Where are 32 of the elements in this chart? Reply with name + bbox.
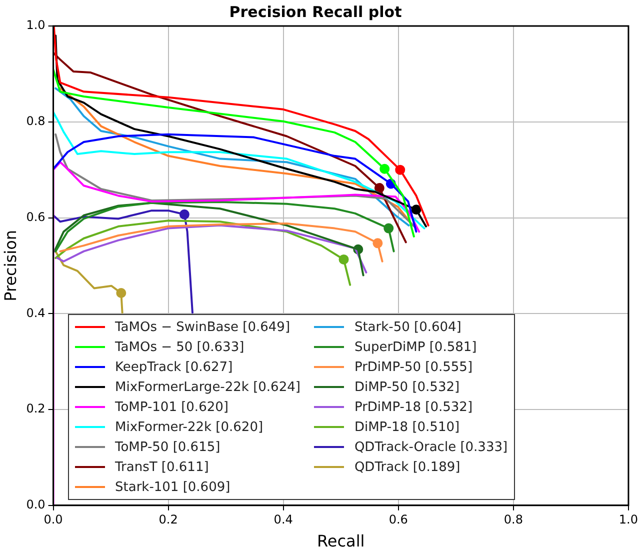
legend-label: TransT [0.611] [115, 460, 209, 474]
legend-label: Stark-101 [0.609] [115, 480, 230, 494]
x-tick-label: 0.4 [274, 512, 293, 527]
y-tick-label: 0.8 [26, 114, 46, 128]
x-axis-title: Recall [317, 532, 365, 551]
legend-label: DiMP-50 [0.532] [354, 380, 460, 394]
legend-label: Stark-50 [0.604] [354, 320, 462, 334]
x-tick-label: 0.6 [388, 512, 408, 527]
y-tick-label: 0.6 [26, 210, 46, 224]
y-axis-title: Precision [0, 230, 20, 302]
legend-label: ToMP-101 [0.620] [115, 400, 228, 414]
y-tick-label: 0.2 [26, 402, 46, 416]
legend-label: KeepTrack [0.627] [115, 360, 233, 374]
chart-title: Precision Recall plot [229, 2, 402, 21]
legend-label: PrDiMP-18 [0.532] [354, 400, 473, 414]
x-tick-label: 0.0 [44, 512, 63, 527]
legend-label: QDTrack-Oracle [0.333] [354, 440, 508, 454]
x-tick-label: 1.0 [618, 512, 638, 527]
x-tick-label: 0.2 [158, 512, 178, 527]
y-tick-label: 0.4 [26, 306, 46, 320]
legend-label: MixFormer-22k [0.620] [115, 420, 264, 434]
legend-label: TaMOs − 50 [0.633] [115, 340, 244, 354]
x-tick-label: 0.8 [504, 512, 523, 527]
legend-label: SuperDiMP [0.581] [354, 340, 477, 354]
legend-label: ToMP-50 [0.615] [115, 440, 220, 454]
y-tick-label: 0.0 [26, 498, 46, 512]
legend-label: MixFormerLarge-22k [0.624] [115, 380, 300, 394]
legend-label: QDTrack [0.189] [354, 460, 460, 474]
legend-label: TaMOs − SwinBase [0.649] [115, 320, 290, 334]
legend-label: PrDiMP-50 [0.555] [354, 360, 473, 374]
legend-label: DiMP-18 [0.510] [354, 420, 460, 434]
y-tick-label: 1.0 [26, 18, 46, 32]
